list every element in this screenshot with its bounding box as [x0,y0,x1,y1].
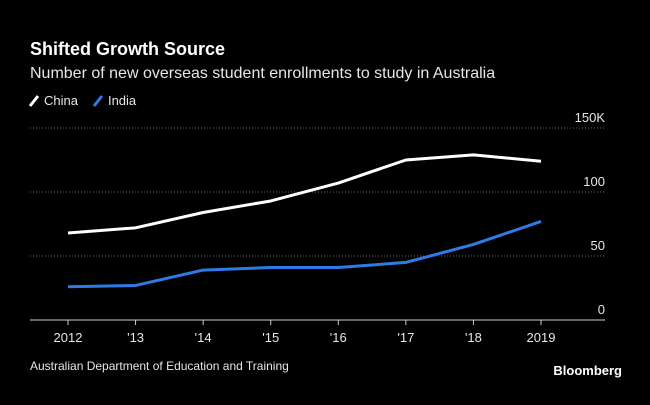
source: Australian Department of Education and T… [30,359,289,373]
x-tick-label: '16 [330,330,347,345]
x-tick-label: '14 [195,330,212,345]
x-tick-label: '15 [262,330,279,345]
y-tick-label: 150K [575,110,606,125]
legend-swatch [28,95,40,107]
x-tick-label: '17 [397,330,414,345]
chart-subtitle: Number of new overseas student enrollmen… [30,65,495,82]
chart-title: Shifted Growth Source [30,39,225,59]
x-tick-label: 2019 [527,330,556,345]
y-tick-label: 0 [598,302,605,317]
legend-swatch [92,95,104,107]
x-tick-label: '13 [127,330,144,345]
series-line [67,220,542,289]
brand: Bloomberg [553,363,622,378]
legend-label: India [108,93,137,108]
x-tick-label: '18 [465,330,482,345]
series-line [67,153,542,235]
x-tick-label: 2012 [54,330,83,345]
y-tick-label: 50 [591,238,605,253]
legend-label: China [44,93,79,108]
y-tick-label: 100 [583,174,605,189]
